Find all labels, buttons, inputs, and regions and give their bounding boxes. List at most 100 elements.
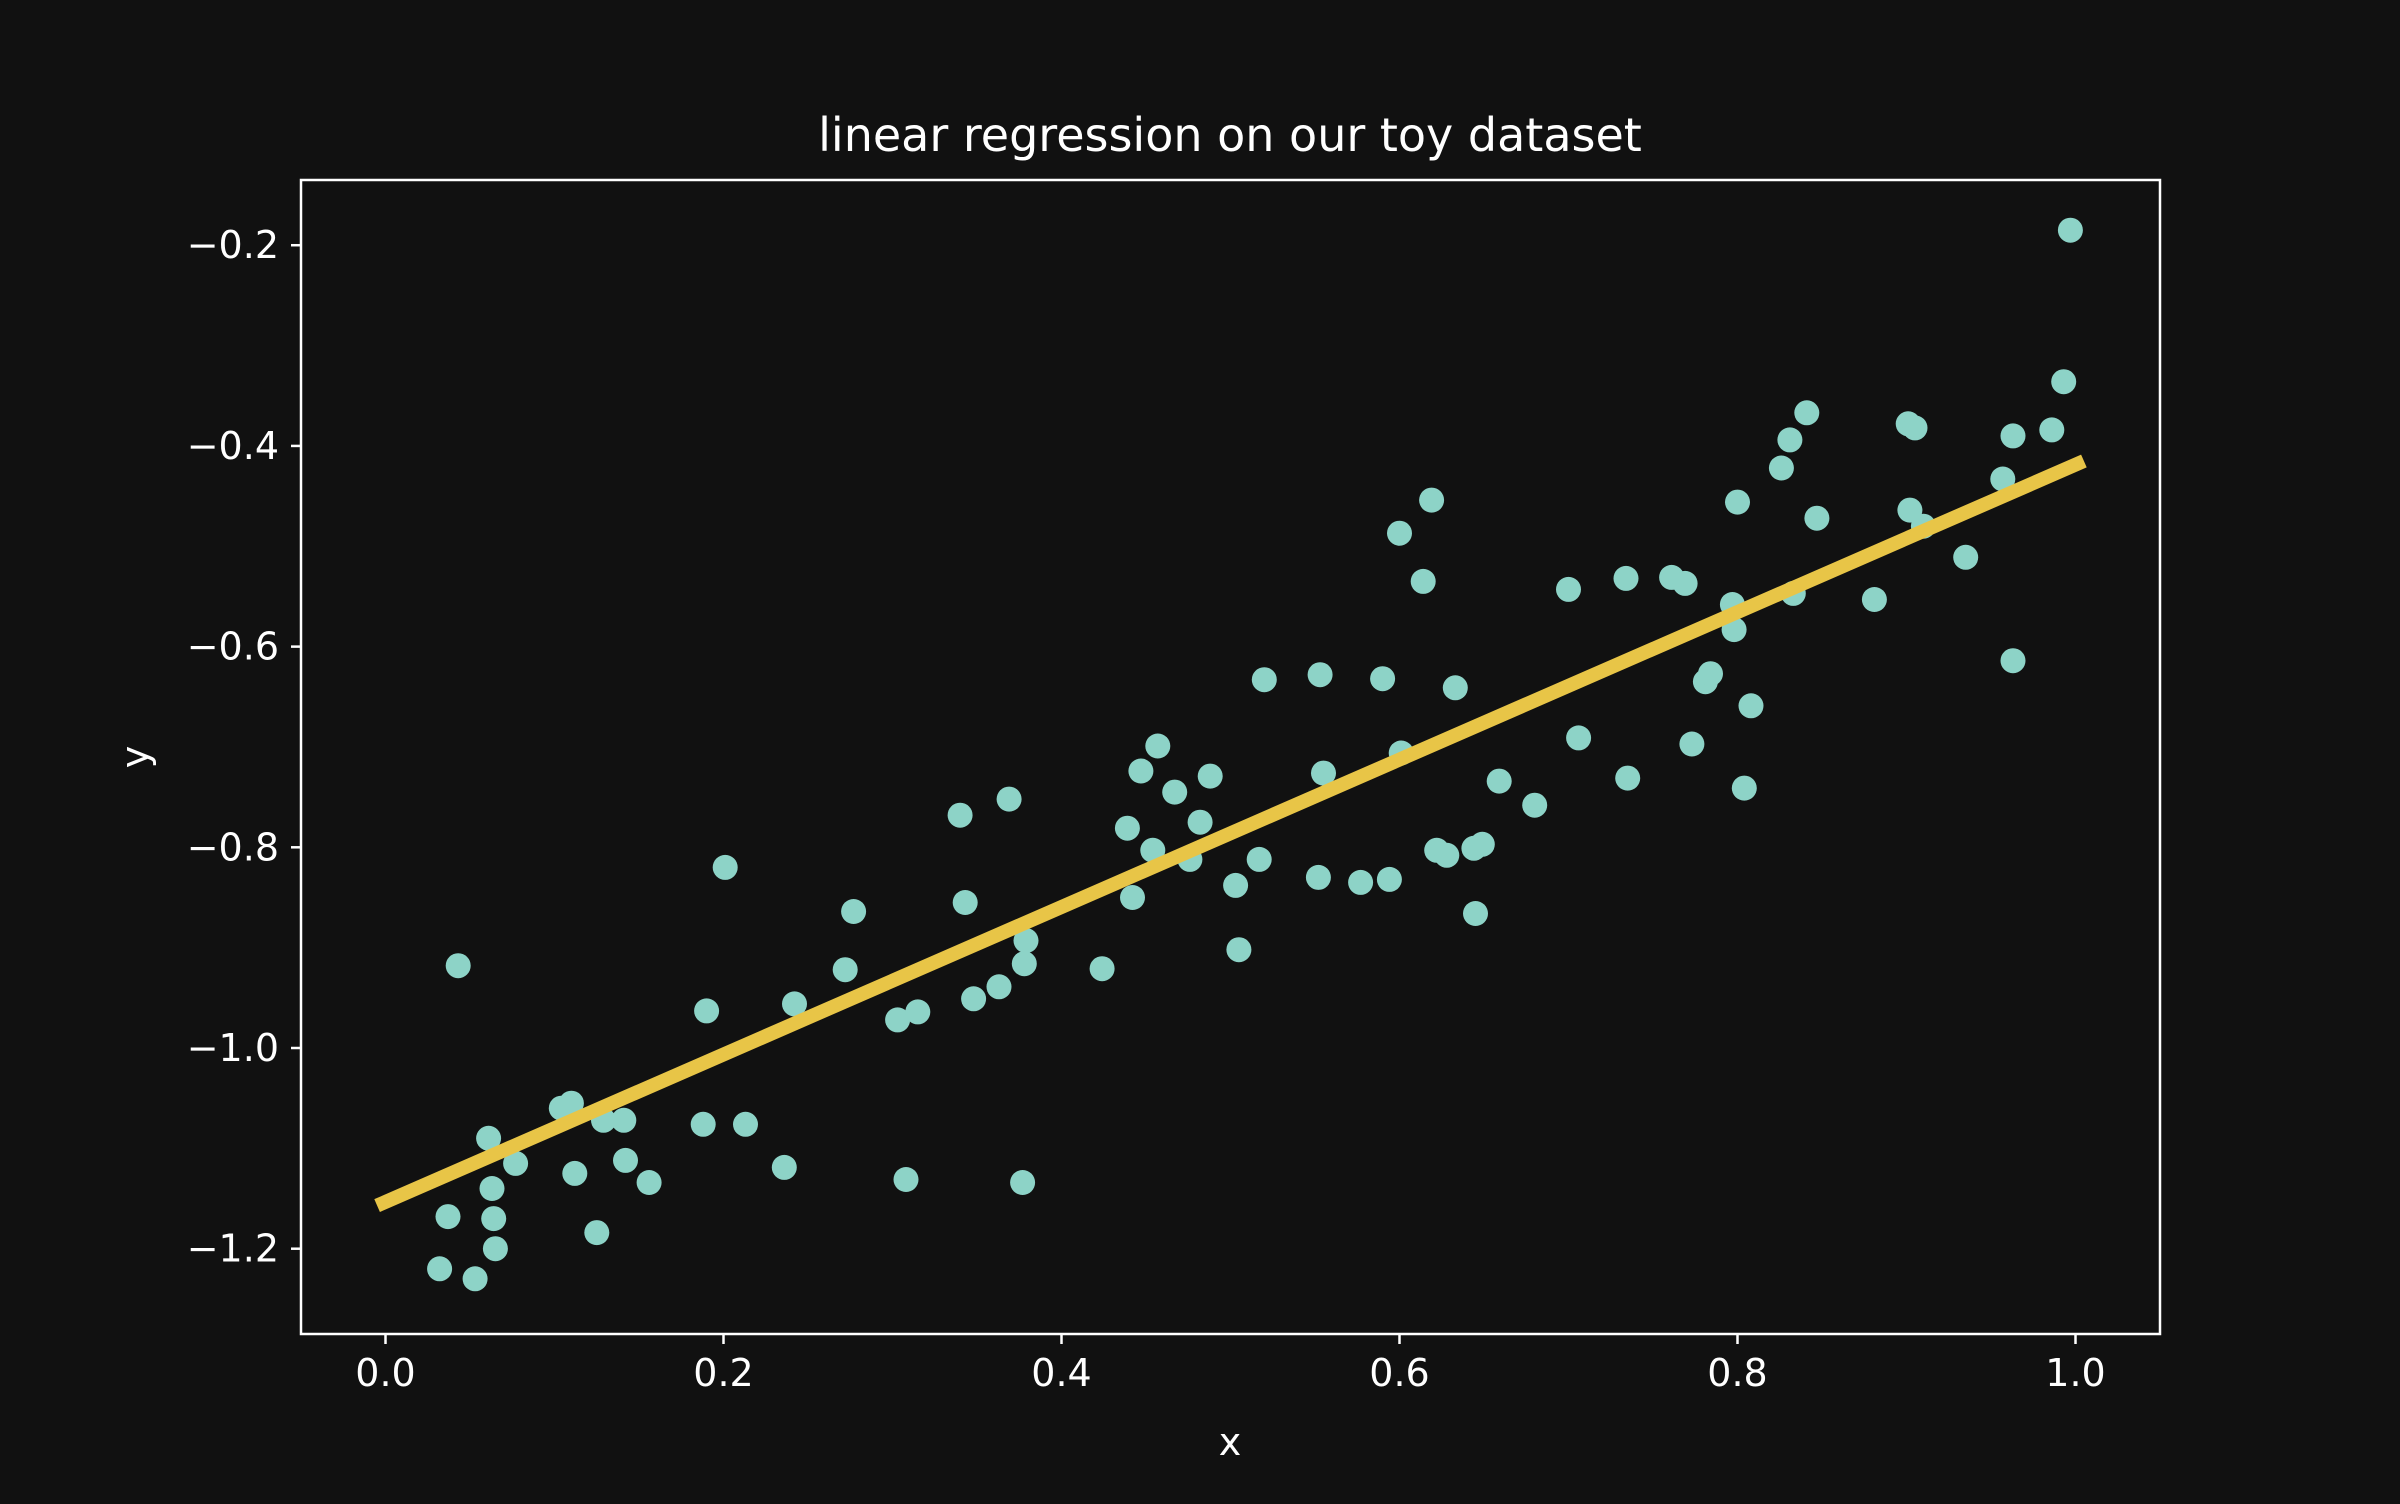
data-point (1140, 837, 1166, 863)
x-tick-label: 0.0 (355, 1351, 415, 1395)
data-point (1463, 901, 1488, 926)
data-point (2039, 417, 2065, 443)
plot-area (299, 178, 2162, 1336)
x-tick-label: 1.0 (2045, 1351, 2105, 1395)
axes-frame (299, 178, 2162, 1336)
data-point (1128, 758, 1154, 784)
data-point (986, 974, 1012, 1000)
x-tick-label: 0.2 (693, 1351, 753, 1395)
data-point (961, 986, 987, 1012)
data-point (1990, 466, 2016, 492)
data-point (476, 1125, 502, 1151)
data-point (947, 802, 973, 828)
data-point (1731, 775, 1757, 801)
data-point (1613, 565, 1639, 591)
data-point (1013, 928, 1039, 954)
data-point (1410, 568, 1436, 594)
data-point (1469, 831, 1495, 857)
data-point (427, 1256, 453, 1282)
regression-line (374, 454, 2087, 1213)
data-point (1145, 733, 1171, 759)
data-point (841, 899, 867, 924)
data-point (611, 1107, 637, 1133)
data-point (893, 1167, 919, 1192)
y-tick-label: −0.6 (187, 625, 279, 669)
data-point (1522, 792, 1548, 818)
data-point (479, 1176, 505, 1201)
data-point (885, 1007, 911, 1033)
y-axis-ticks: −0.2 −0.4 −0.6 −0.8 −1.0 −1.2 (187, 223, 301, 1271)
data-point (832, 957, 858, 983)
data-point (1615, 765, 1641, 791)
data-point (2051, 369, 2077, 395)
data-point (1114, 815, 1140, 841)
y-tick-label: −1.2 (187, 1227, 279, 1271)
data-point (1566, 725, 1592, 751)
data-point (1120, 885, 1145, 910)
data-point (1246, 846, 1272, 872)
data-point (435, 1204, 461, 1230)
data-point (1725, 489, 1750, 515)
data-point (584, 1220, 610, 1246)
data-point (2057, 217, 2083, 243)
data-point (1672, 570, 1698, 596)
x-tick-label: 0.8 (1707, 1351, 1767, 1395)
data-point (1376, 866, 1402, 892)
x-axis-label: x (1219, 1420, 1242, 1464)
data-point (1434, 842, 1460, 868)
data-point (462, 1266, 488, 1292)
data-point (1419, 487, 1445, 513)
data-point (712, 854, 738, 880)
data-point (1804, 505, 1830, 531)
y-tick-label: −0.4 (187, 424, 279, 468)
data-point (1370, 666, 1396, 692)
data-point (1953, 544, 1979, 570)
data-point (1442, 675, 1468, 701)
data-point (613, 1147, 638, 1173)
data-point (694, 998, 720, 1024)
y-tick-label: −1.0 (187, 1026, 279, 1070)
x-tick-label: 0.4 (1031, 1351, 1091, 1395)
data-point (503, 1150, 529, 1176)
data-point (1679, 731, 1705, 757)
data-point (1307, 662, 1333, 688)
data-point (1794, 400, 1820, 426)
data-point (1251, 667, 1277, 693)
data-point (1387, 520, 1412, 546)
data-point (1902, 415, 1928, 441)
data-point (1010, 1170, 1036, 1195)
data-point (1187, 809, 1213, 835)
data-point (1011, 951, 1037, 977)
data-point (2000, 648, 2026, 674)
y-tick-label: −0.2 (187, 223, 279, 267)
data-point (482, 1236, 508, 1262)
x-tick-label: 0.6 (1369, 1351, 1429, 1395)
data-point (1089, 956, 1115, 982)
chart-title: linear regression on our toy dataset (818, 108, 1642, 162)
data-point (1777, 427, 1803, 453)
data-point (782, 991, 807, 1017)
data-point (996, 786, 1022, 812)
data-point (1162, 779, 1188, 805)
data-point (1738, 693, 1764, 719)
data-point (1768, 455, 1794, 481)
data-point (1698, 661, 1723, 687)
data-point (1223, 872, 1249, 898)
data-point (1226, 937, 1252, 963)
data-point (1348, 869, 1374, 895)
data-point (558, 1090, 584, 1116)
data-point (445, 953, 471, 979)
data-point (771, 1154, 797, 1180)
y-tick-label: −0.8 (187, 825, 279, 869)
data-point (1311, 760, 1336, 786)
data-point (733, 1111, 758, 1137)
y-axis-label: y (113, 746, 157, 769)
data-point (481, 1206, 507, 1232)
data-point (1861, 587, 1887, 612)
data-point (636, 1170, 662, 1195)
data-point (1486, 768, 1512, 794)
data-point (1305, 864, 1331, 890)
